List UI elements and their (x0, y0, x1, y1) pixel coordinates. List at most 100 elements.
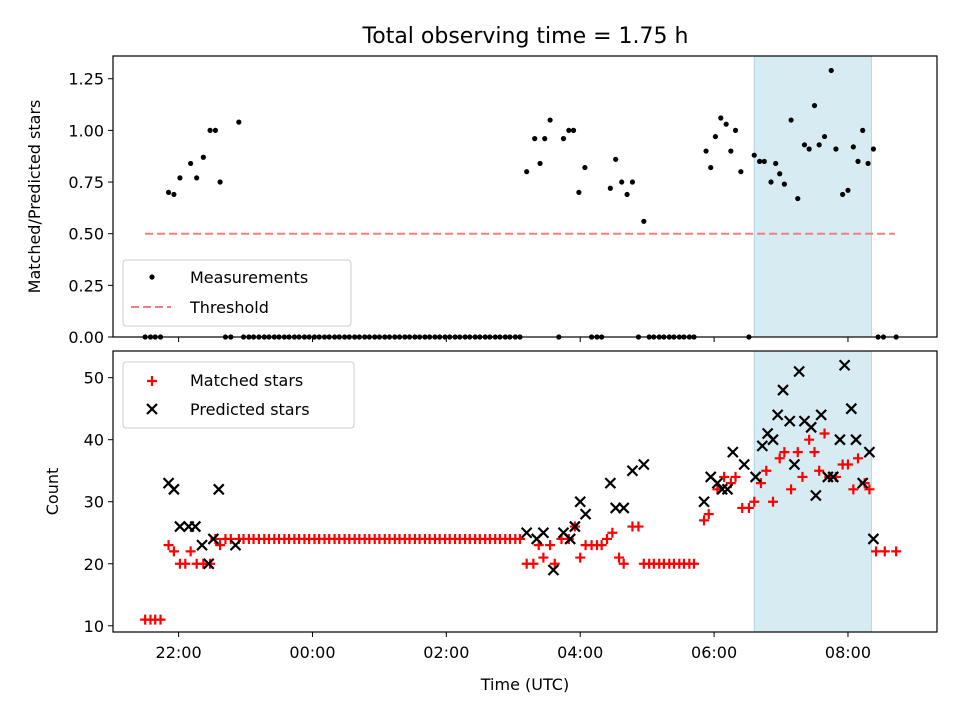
matched-point (755, 478, 766, 489)
predicted-point (698, 495, 710, 508)
matched-point (168, 546, 179, 557)
measurement-point (624, 191, 630, 198)
measurement-point (781, 181, 787, 187)
measurement-point (811, 102, 818, 109)
predicted-point (867, 533, 880, 545)
predicted-point (174, 520, 186, 533)
measurement-point (165, 189, 172, 195)
measurement-point (768, 179, 774, 185)
predicted-point (617, 502, 630, 514)
matched-point (514, 533, 525, 544)
matched-point (879, 546, 890, 557)
predicted-point (579, 508, 592, 520)
predicted-point (783, 415, 796, 427)
matched-point (614, 552, 625, 563)
y-axis-label: Matched/Predicted stars (25, 100, 44, 294)
measurement-point (177, 175, 183, 181)
predicted-point (738, 458, 750, 471)
measurement-point (840, 191, 846, 198)
y-tick-label: 1.00 (68, 121, 104, 140)
matched-point (786, 484, 797, 495)
ratio-panel: 0.00 0.25 0.50 0.75 1.00 1.25 Matched/Predicte… (25, 55, 938, 347)
measurement-point (828, 67, 834, 74)
measurement-point (217, 179, 223, 185)
measurement-point (236, 119, 242, 125)
measurement-point (806, 146, 812, 152)
matched-point (768, 496, 779, 507)
measurement-point (560, 136, 567, 142)
predicted-point (838, 359, 851, 372)
predicted-point (207, 533, 220, 545)
matched-point (761, 465, 772, 476)
matched-point (719, 471, 730, 482)
measurement-point (524, 169, 530, 175)
matched-point (853, 453, 864, 464)
predicted-point (202, 557, 215, 570)
measurement-point (619, 179, 625, 185)
legend-label: Measurements (190, 268, 308, 287)
matched-point (528, 558, 539, 569)
measurement-point (723, 121, 729, 127)
matched-point (633, 521, 644, 532)
matched-point (185, 546, 196, 557)
axes-frame (112, 55, 938, 338)
matched-point (842, 459, 853, 470)
measurement-point (728, 148, 734, 154)
predicted-point (727, 446, 739, 458)
y-tick-label: 20 (84, 555, 104, 574)
predicted-point (827, 471, 840, 483)
predicted-point (604, 477, 617, 489)
matched-point (814, 465, 825, 476)
x-tick-label: 00:00 (289, 643, 335, 662)
measurement-point (207, 127, 213, 133)
matched-point (864, 484, 875, 495)
highlight-span (753, 55, 872, 338)
measurement-point (732, 127, 739, 133)
legend-predicted-marker (146, 403, 158, 415)
predicted-point (564, 533, 576, 545)
matched-point (538, 552, 549, 563)
legend-box (122, 259, 352, 327)
matched-point (797, 471, 808, 482)
measurement-point (566, 127, 572, 133)
measurement-point (757, 158, 763, 164)
matched-point (545, 540, 556, 551)
y-tick-label: 0.75 (68, 173, 104, 192)
measurement-point (795, 195, 801, 202)
predicted-point (574, 495, 587, 508)
y-tick-label: 0.00 (68, 328, 104, 347)
predicted-point (815, 409, 827, 421)
y-tick-label: 0.25 (68, 276, 104, 295)
x-tick-label: 22:00 (156, 643, 202, 662)
chart-title: Total observing time = 1.75 h (362, 24, 689, 49)
predicted-point (537, 526, 550, 539)
measurement-point (855, 158, 861, 164)
measurement-point (712, 133, 719, 140)
measurement-point (718, 115, 724, 121)
measurement-point (865, 160, 871, 167)
matched-point (891, 546, 902, 557)
legend-matched-marker (147, 376, 157, 386)
matched-point (601, 533, 612, 544)
measurement-point (773, 160, 779, 167)
y-tick-label: 40 (84, 431, 104, 450)
measurement-point (870, 146, 877, 152)
count-panel: 22:00 00:00 02:00 04:00 06:00 08:00 10 20 30 40 50… (43, 350, 938, 694)
predicted-point (212, 483, 225, 496)
measurement-point (629, 179, 636, 185)
x-tick-label: 04:00 (557, 643, 603, 662)
measurement-point (537, 160, 543, 167)
matched-point (779, 447, 790, 458)
measurement-point (613, 156, 619, 162)
matched-point (163, 540, 174, 551)
legend-box (122, 361, 355, 429)
measurement-point (703, 148, 709, 154)
predicted-point (229, 539, 242, 551)
x-axis-label: Time (UTC) (480, 675, 569, 694)
measurement-point (816, 142, 822, 148)
matched-point (596, 540, 607, 551)
matched-point (607, 527, 618, 538)
measurement-point (188, 160, 194, 167)
predicted-point (845, 402, 858, 415)
